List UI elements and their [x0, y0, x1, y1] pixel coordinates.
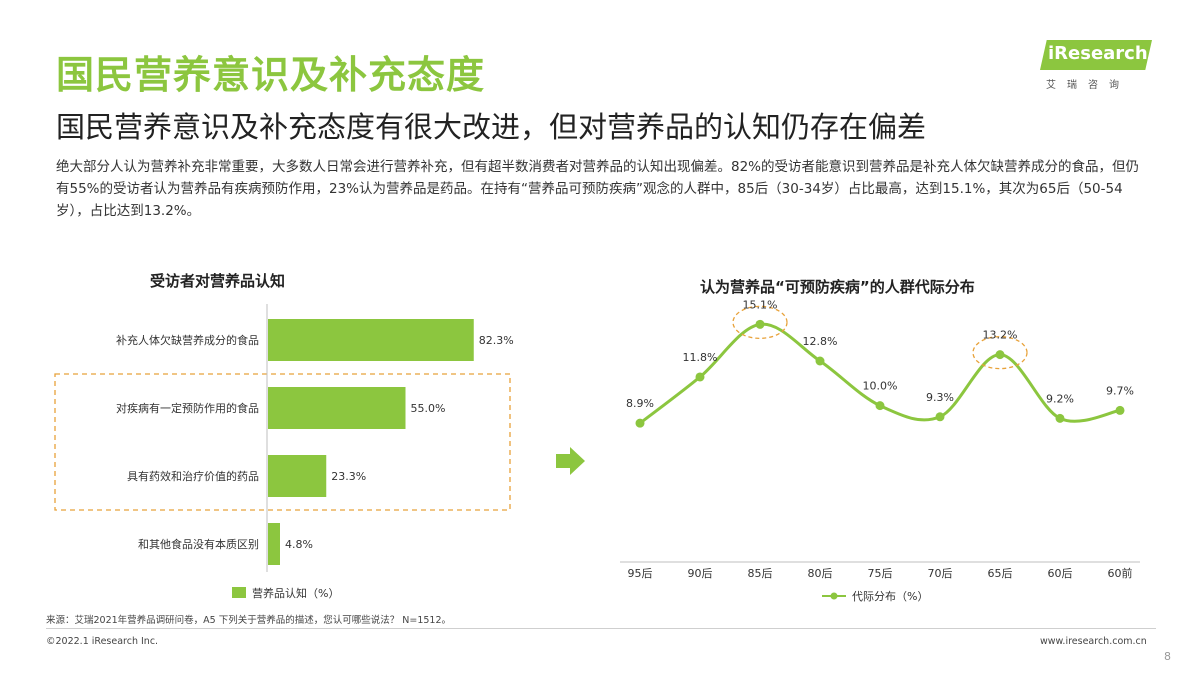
logo-subtext: 艾瑞咨询 — [1046, 80, 1130, 91]
right-arrow-icon — [556, 447, 585, 475]
data-point — [935, 412, 945, 422]
bar-category-label: 具有药效和治疗价值的药品 — [127, 469, 259, 483]
page-description: 绝大部分人认为营养补充非常重要，大多数人日常会进行营养补充，但有超半数消费者对营… — [56, 159, 1140, 219]
data-point — [695, 372, 705, 382]
data-point — [875, 401, 885, 411]
line-chart-title: 认为营养品“可预防疾病”的人群代际分布 — [700, 278, 975, 296]
point-value-label: 11.8% — [683, 351, 718, 364]
bar-chart: 补充人体欠缺营养成分的食品 82.3% 对疾病有一定预防作用的食品 55.0% 具有药效… — [54, 304, 514, 600]
x-tick-label: 85后 — [748, 567, 773, 580]
footer-divider — [46, 628, 1156, 629]
x-tick-label: 75后 — [868, 567, 893, 580]
legend-label: 营养品认知（%） — [252, 586, 339, 600]
bar-value-label: 82.3% — [479, 334, 514, 347]
bar — [268, 455, 327, 497]
line-chart: 8.9% 95后 11.8% 90后 15.1% 85后 12.8% 80后 10.0% 75后 9… — [620, 300, 1140, 603]
point-value-label: 9.7% — [1106, 384, 1134, 397]
data-point — [995, 350, 1005, 360]
bar-value-label: 4.8% — [285, 538, 313, 551]
bar-value-label: 55.0% — [411, 402, 446, 415]
point-value-label: 10.0% — [863, 380, 898, 393]
legend-swatch — [232, 587, 246, 598]
footer-source: 来源：艾瑞2021年营养品调研问卷，A5 下列关于营养品的描述，您认可哪些说法？… — [46, 615, 452, 626]
iresearch-logo: iResearch 艾瑞咨询 — [1040, 36, 1160, 92]
point-value-label: 9.3% — [926, 391, 954, 404]
x-tick-label: 90后 — [688, 567, 713, 580]
bar-category-label: 对疾病有一定预防作用的食品 — [116, 401, 259, 415]
point-value-label: 12.8% — [803, 335, 838, 348]
bar — [268, 319, 474, 361]
bar-category-label: 和其他食品没有本质区别 — [138, 537, 259, 551]
x-tick-label: 60后 — [1048, 567, 1073, 580]
footer-url[interactable]: www.iresearch.com.cn — [1040, 636, 1147, 647]
data-point — [815, 356, 825, 366]
data-point — [635, 418, 645, 428]
data-point — [755, 319, 765, 329]
footer-copyright: ©2022.1 iResearch Inc. — [46, 636, 159, 647]
x-tick-label: 65后 — [988, 567, 1013, 580]
bar — [268, 387, 406, 429]
logo-text: iResearch — [1048, 43, 1148, 64]
legend-label: 代际分布（%） — [852, 590, 928, 603]
point-value-label: 8.9% — [626, 397, 654, 410]
bar — [268, 523, 280, 565]
bar-value-label: 23.3% — [331, 470, 366, 483]
x-tick-label: 80后 — [808, 567, 833, 580]
x-tick-label: 70后 — [928, 567, 953, 580]
x-tick-label: 60前 — [1108, 566, 1133, 580]
data-point — [1055, 413, 1065, 423]
logo-mark-icon — [1040, 40, 1152, 70]
highlight-box — [54, 373, 511, 511]
bar-chart-title: 受访者对营养品认知 — [150, 272, 286, 290]
point-value-label: 9.2% — [1046, 392, 1074, 405]
point-value-label: 13.2% — [983, 329, 1018, 342]
highlight-ellipse — [732, 305, 788, 339]
point-value-label: 15.1% — [743, 300, 778, 311]
legend-marker — [830, 592, 838, 600]
x-tick-label: 95后 — [628, 567, 653, 580]
page-number: 8 — [1164, 650, 1171, 663]
highlight-ellipse — [972, 335, 1028, 370]
page-title: 国民营养意识及补充态度 — [56, 53, 486, 97]
data-point — [1115, 405, 1125, 415]
page-subtitle: 国民营养意识及补充态度有很大改进，但对营养品的认知仍存在偏差 — [56, 110, 927, 144]
bar-category-label: 补充人体欠缺营养成分的食品 — [116, 333, 259, 347]
